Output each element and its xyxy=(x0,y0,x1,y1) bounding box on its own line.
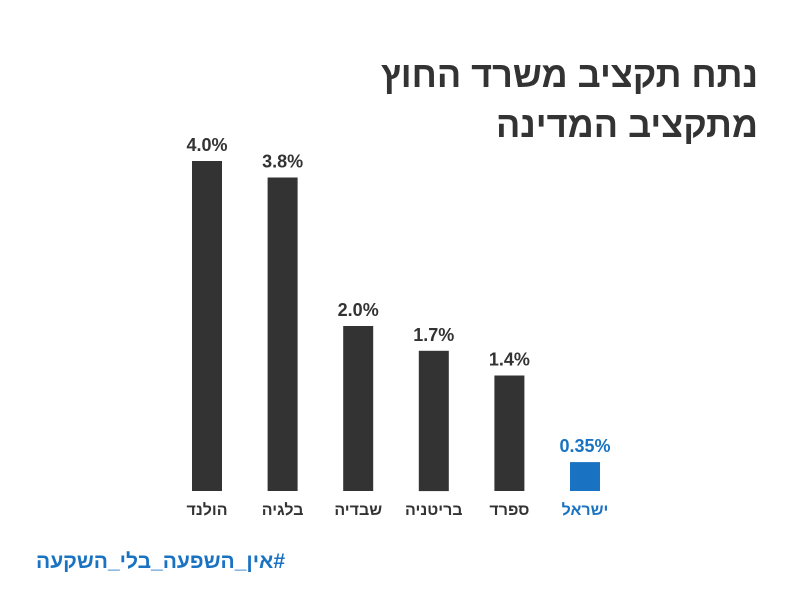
bar-4 xyxy=(494,375,525,491)
bar-value-label-0: 4.0% xyxy=(186,135,227,155)
category-label-0: הולנד xyxy=(187,501,228,519)
hashtag: #אין_השפעה_בלי_השקעה xyxy=(36,550,286,573)
category-label-5: ישראל xyxy=(562,501,609,519)
category-label-2: שבדיה xyxy=(334,502,382,519)
bar-1 xyxy=(267,177,298,491)
chart-title-line-1: נתח תקציב משרד החוץ xyxy=(380,54,758,95)
bar-5 xyxy=(570,462,600,491)
category-label-3: בריטניה xyxy=(405,502,463,519)
category-label-4: ספרד xyxy=(489,502,529,519)
bar-value-label-2: 2.0% xyxy=(338,300,379,320)
bar-0 xyxy=(192,161,222,491)
bar-value-label-3: 1.7% xyxy=(413,325,454,345)
bar-value-label-1: 3.8% xyxy=(262,152,303,172)
bar-3 xyxy=(418,350,449,492)
bar-value-label-4: 1.4% xyxy=(489,350,530,370)
bar-value-label-5: 0.35% xyxy=(559,436,610,456)
chart-title-line-2: מתקציב המדינה xyxy=(495,104,758,145)
bar-2 xyxy=(343,326,374,491)
category-label-1: בלגיה xyxy=(262,501,304,519)
